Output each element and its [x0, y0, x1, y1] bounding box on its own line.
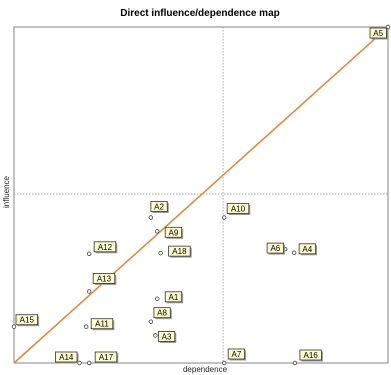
point-label: A4: [302, 245, 312, 254]
point-label: A17: [99, 353, 114, 362]
point-label: A12: [98, 243, 113, 252]
point-a13: A13: [86, 273, 117, 294]
point-label: A13: [97, 274, 112, 283]
point-label-box: [369, 27, 387, 39]
y-axis-label: influence: [2, 175, 11, 208]
point-label: A14: [59, 353, 74, 362]
point-label: A1: [169, 293, 179, 302]
point-label-box: [15, 314, 39, 326]
point-a9: A9: [155, 226, 184, 239]
point-label: A9: [169, 228, 179, 237]
point-marker: [11, 324, 17, 329]
point-marker: [221, 215, 227, 220]
point-label: A3: [162, 332, 172, 341]
point-marker: [148, 215, 154, 220]
point-marker: [148, 319, 154, 324]
point-marker: [385, 24, 391, 30]
point-a7: A7: [221, 348, 247, 366]
point-a3: A3: [153, 331, 177, 343]
point-marker: [221, 360, 227, 366]
point-label-box: [93, 241, 117, 253]
point-a1: A1: [155, 291, 184, 304]
point-a15: A15: [11, 314, 40, 329]
point-a4: A4: [291, 243, 318, 256]
point-label: A10: [231, 205, 246, 214]
point-label: A16: [304, 351, 319, 360]
point-label: A11: [95, 320, 109, 329]
point-label: A8: [157, 309, 167, 318]
point-marker: [153, 333, 158, 338]
point-label-box: [266, 242, 284, 254]
point-marker: [86, 289, 92, 294]
point-marker: [158, 250, 163, 256]
point-a6: A6: [266, 242, 288, 255]
point-label-box: [153, 307, 171, 319]
point-label-box: [94, 351, 118, 363]
point-marker: [155, 296, 160, 302]
point-a12: A12: [86, 241, 118, 256]
point-label-box: [299, 349, 322, 361]
point-label-box: [226, 203, 250, 214]
point-a17: A17: [86, 351, 119, 366]
point-marker: [292, 360, 298, 366]
diagonal-line: [13, 26, 389, 364]
point-marker: [83, 324, 89, 329]
point-label: A2: [154, 203, 164, 212]
point-label-box: [298, 243, 316, 255]
x-axis-label: dependence: [183, 365, 228, 374]
point-label-box: [164, 291, 183, 303]
point-a8: A8: [148, 307, 172, 324]
point-label: A7: [231, 350, 241, 359]
point-a14: A14: [55, 351, 82, 366]
point-label: A5: [373, 29, 383, 38]
chart-title: Direct influence/dependence map: [120, 8, 280, 19]
point-label-box: [92, 273, 116, 284]
point-marker: [86, 251, 92, 256]
point-label: A15: [20, 316, 35, 325]
point-a16: A16: [292, 349, 323, 366]
point-label-box: [164, 226, 183, 238]
point-label-box: [168, 245, 191, 257]
point-label-box: [150, 201, 168, 212]
point-a5: A5: [369, 24, 391, 40]
point-marker: [86, 360, 92, 366]
point-marker: [155, 229, 160, 234]
point-label-box: [157, 331, 176, 342]
point-label: A18: [172, 247, 187, 256]
point-a11: A11: [83, 318, 115, 331]
point-a2: A2: [148, 201, 169, 220]
point-marker: [291, 250, 297, 255]
point-a10: A10: [221, 203, 251, 220]
point-label-box: [90, 318, 114, 330]
point-label: A6: [270, 244, 280, 253]
point-label-box: [55, 351, 78, 363]
point-a18: A18: [158, 245, 192, 258]
point-label-box: [227, 348, 245, 360]
